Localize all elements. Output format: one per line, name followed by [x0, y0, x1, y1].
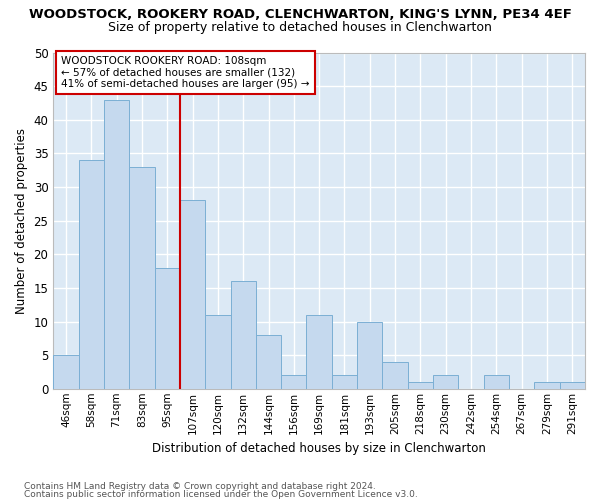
Bar [155, 268, 180, 389]
Bar [382, 362, 408, 389]
Bar [180, 200, 205, 389]
Bar [332, 376, 357, 389]
Bar [281, 376, 307, 389]
Bar [484, 376, 509, 389]
Bar [560, 382, 585, 389]
Bar [535, 382, 560, 389]
Bar [307, 315, 332, 389]
Text: WOODSTOCK, ROOKERY ROAD, CLENCHWARTON, KING'S LYNN, PE34 4EF: WOODSTOCK, ROOKERY ROAD, CLENCHWARTON, K… [29, 8, 571, 21]
Bar [408, 382, 433, 389]
Text: Contains public sector information licensed under the Open Government Licence v3: Contains public sector information licen… [24, 490, 418, 499]
Text: Size of property relative to detached houses in Clenchwarton: Size of property relative to detached ho… [108, 22, 492, 35]
Bar [79, 160, 104, 389]
Bar [205, 315, 230, 389]
Bar [230, 281, 256, 389]
Bar [256, 335, 281, 389]
Bar [433, 376, 458, 389]
Text: Contains HM Land Registry data © Crown copyright and database right 2024.: Contains HM Land Registry data © Crown c… [24, 482, 376, 491]
Bar [53, 355, 79, 389]
Bar [104, 100, 129, 389]
Bar [129, 167, 155, 389]
Bar [357, 322, 382, 389]
X-axis label: Distribution of detached houses by size in Clenchwarton: Distribution of detached houses by size … [152, 442, 486, 455]
Text: WOODSTOCK ROOKERY ROAD: 108sqm
← 57% of detached houses are smaller (132)
41% of: WOODSTOCK ROOKERY ROAD: 108sqm ← 57% of … [61, 56, 310, 89]
Y-axis label: Number of detached properties: Number of detached properties [15, 128, 28, 314]
